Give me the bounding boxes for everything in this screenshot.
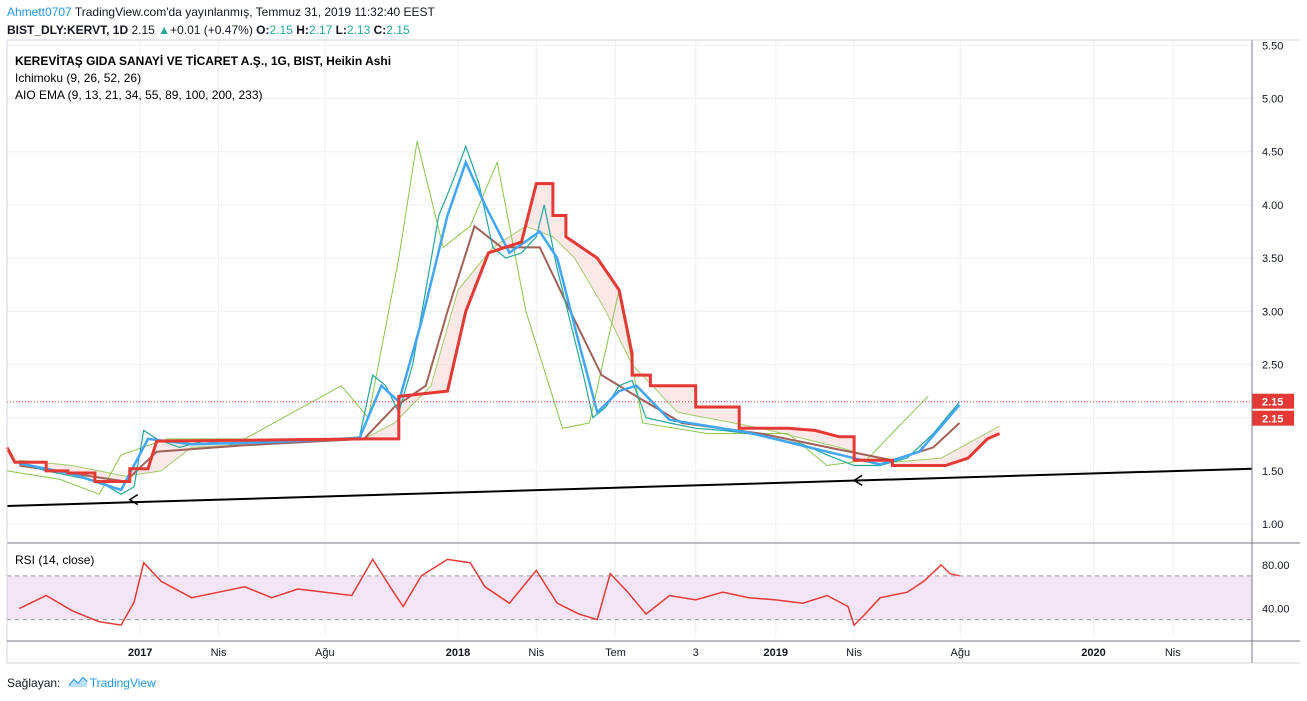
last-price-badge (1252, 410, 1294, 426)
last-price-label: 2.15 (1262, 397, 1283, 409)
legend-rsi[interactable]: RSI (14, close) (15, 553, 94, 567)
author-name[interactable]: Ahmett0707 (7, 5, 72, 19)
tradingview-logo-icon[interactable] (67, 676, 88, 691)
last-price: 2.15 (131, 23, 155, 37)
axes: 1.001.502.002.503.003.504.004.505.005.50… (6, 39, 1300, 664)
series-senkou-b (19, 225, 1000, 477)
x-tick-label: Nis (846, 647, 862, 659)
grid (7, 40, 1252, 636)
y-tick-label: 2.50 (1262, 359, 1283, 371)
rsi-tick-label: 80.00 (1262, 560, 1290, 572)
legend-ichimoku[interactable]: Ichimoku (9, 26, 52, 26) (15, 71, 141, 85)
publish-info: Ahmett0707 TradingView.com'da yayınlanmı… (7, 5, 435, 19)
low-label: L: (335, 23, 347, 37)
y-tick-label: 5.00 (1262, 94, 1283, 106)
x-tick-label: 2018 (446, 647, 470, 659)
footer: Sağlayan: TradingView (7, 676, 156, 691)
trendline-arrow (852, 474, 863, 487)
legend: KEREVİTAŞ GIDA SANAYİ VE TİCARET A.Ş., 1… (15, 53, 391, 567)
up-arrow-icon: ▲ (158, 23, 171, 37)
series-ema-slow (19, 224, 961, 483)
x-tick-label: Tem (605, 647, 626, 659)
y-tick-label: 5.50 (1262, 40, 1283, 52)
series-layer (5, 140, 1253, 507)
footer-brand[interactable]: TradingView (89, 676, 156, 690)
rsi-band (7, 575, 1252, 620)
open-label: O: (256, 23, 270, 37)
close-value: 2.15 (386, 23, 410, 37)
x-tick-label: 2020 (1081, 647, 1105, 659)
symbol-ohlc: BIST_DLY:KERVT, 1D 2.15 ▲+0.01 (+0.47%) … (7, 23, 410, 37)
last-price-label: 2.15 (1262, 414, 1283, 426)
change-value: +0.01 (+0.47%) (170, 23, 253, 37)
legend-title: KEREVİTAŞ GIDA SANAYİ VE TİCARET A.Ş., 1… (15, 53, 391, 68)
legend-ema[interactable]: AIO EMA (9, 13, 21, 34, 55, 89, 100, 200… (15, 88, 263, 102)
series-kijun (5, 182, 1001, 483)
y-tick-label: 1.50 (1262, 466, 1283, 478)
series-ema-fast (18, 158, 961, 492)
x-tick-label: 3 (693, 647, 699, 659)
x-tick-label: Ağu (951, 647, 971, 659)
trendline-arrow (128, 493, 139, 506)
series-trendline (6, 467, 1253, 507)
y-tick-label: 3.00 (1262, 306, 1283, 318)
close-label: C: (373, 23, 387, 37)
x-tick-label: Nis (1165, 647, 1181, 659)
published-text: TradingView.com'da yayınlanmış, Temmuz 3… (74, 5, 435, 19)
symbol-label: BIST_DLY:KERVT, 1D (7, 23, 129, 37)
low-value: 2.13 (346, 23, 371, 37)
y-tick-label: 4.00 (1262, 200, 1283, 212)
last-price-badge (1252, 393, 1294, 409)
high-label: H: (296, 23, 309, 37)
footer-label: Sağlayan: (7, 676, 61, 690)
x-tick-label: Ağu (315, 647, 335, 659)
x-tick-label: Nis (528, 647, 544, 659)
x-tick-label: 2019 (764, 647, 788, 659)
y-tick-label: 1.00 (1262, 519, 1283, 531)
high-value: 2.17 (308, 23, 333, 37)
rsi-panel (7, 542, 1300, 627)
y-tick-label: 3.50 (1262, 253, 1283, 265)
x-tick-label: 2017 (128, 647, 152, 659)
series-rsi (18, 557, 960, 627)
open-value: 2.15 (269, 23, 293, 37)
y-tick-label: 4.50 (1262, 147, 1283, 159)
x-tick-label: Nis (211, 647, 227, 659)
rsi-tick-label: 40.00 (1262, 604, 1290, 616)
